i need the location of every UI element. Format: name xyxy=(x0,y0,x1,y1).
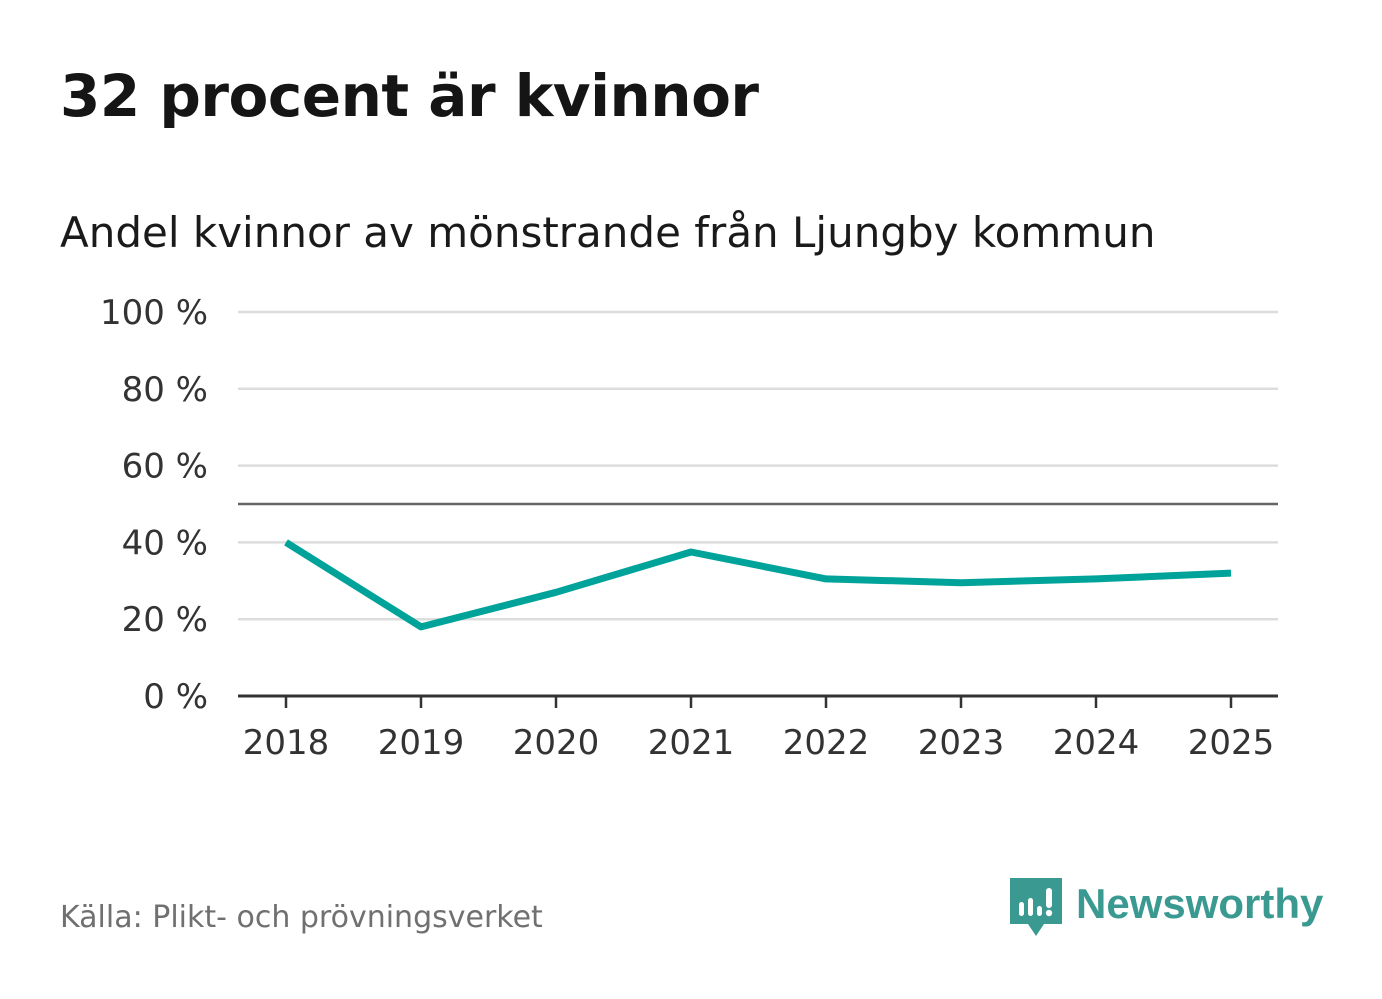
x-tick-label: 2024 xyxy=(1053,723,1140,763)
x-tick-label: 2025 xyxy=(1188,723,1275,763)
y-tick-label: 20 % xyxy=(122,600,208,640)
brand-logo: Newsworthy xyxy=(1010,878,1323,940)
x-tick-label: 2023 xyxy=(918,723,1005,763)
chart-subtitle: Andel kvinnor av mönstrande från Ljungby… xyxy=(60,208,1156,257)
chart-title: 32 procent är kvinnor xyxy=(60,62,759,130)
x-tick-label: 2020 xyxy=(513,723,600,763)
y-tick-label: 40 % xyxy=(122,523,208,563)
x-tick-label: 2021 xyxy=(648,723,735,763)
y-tick-label: 100 % xyxy=(100,293,208,333)
x-tick-label: 2022 xyxy=(783,723,870,763)
newsworthy-icon xyxy=(1010,878,1062,936)
y-tick-label: 80 % xyxy=(122,370,208,410)
line-chart: 0 % 20 % 40 % 60 % 80 % 100 % 2018 2019 2020 2021… xyxy=(100,293,1278,763)
x-tick-label: 2018 xyxy=(243,723,330,763)
y-tick-label: 0 % xyxy=(143,677,208,717)
source-note: Källa: Plikt- och prövningsverket xyxy=(60,900,543,935)
series-line xyxy=(284,539,1232,631)
brand-name: Newsworthy xyxy=(1076,880,1324,927)
x-tick-label: 2019 xyxy=(378,723,465,763)
y-tick-label: 60 % xyxy=(122,447,208,487)
